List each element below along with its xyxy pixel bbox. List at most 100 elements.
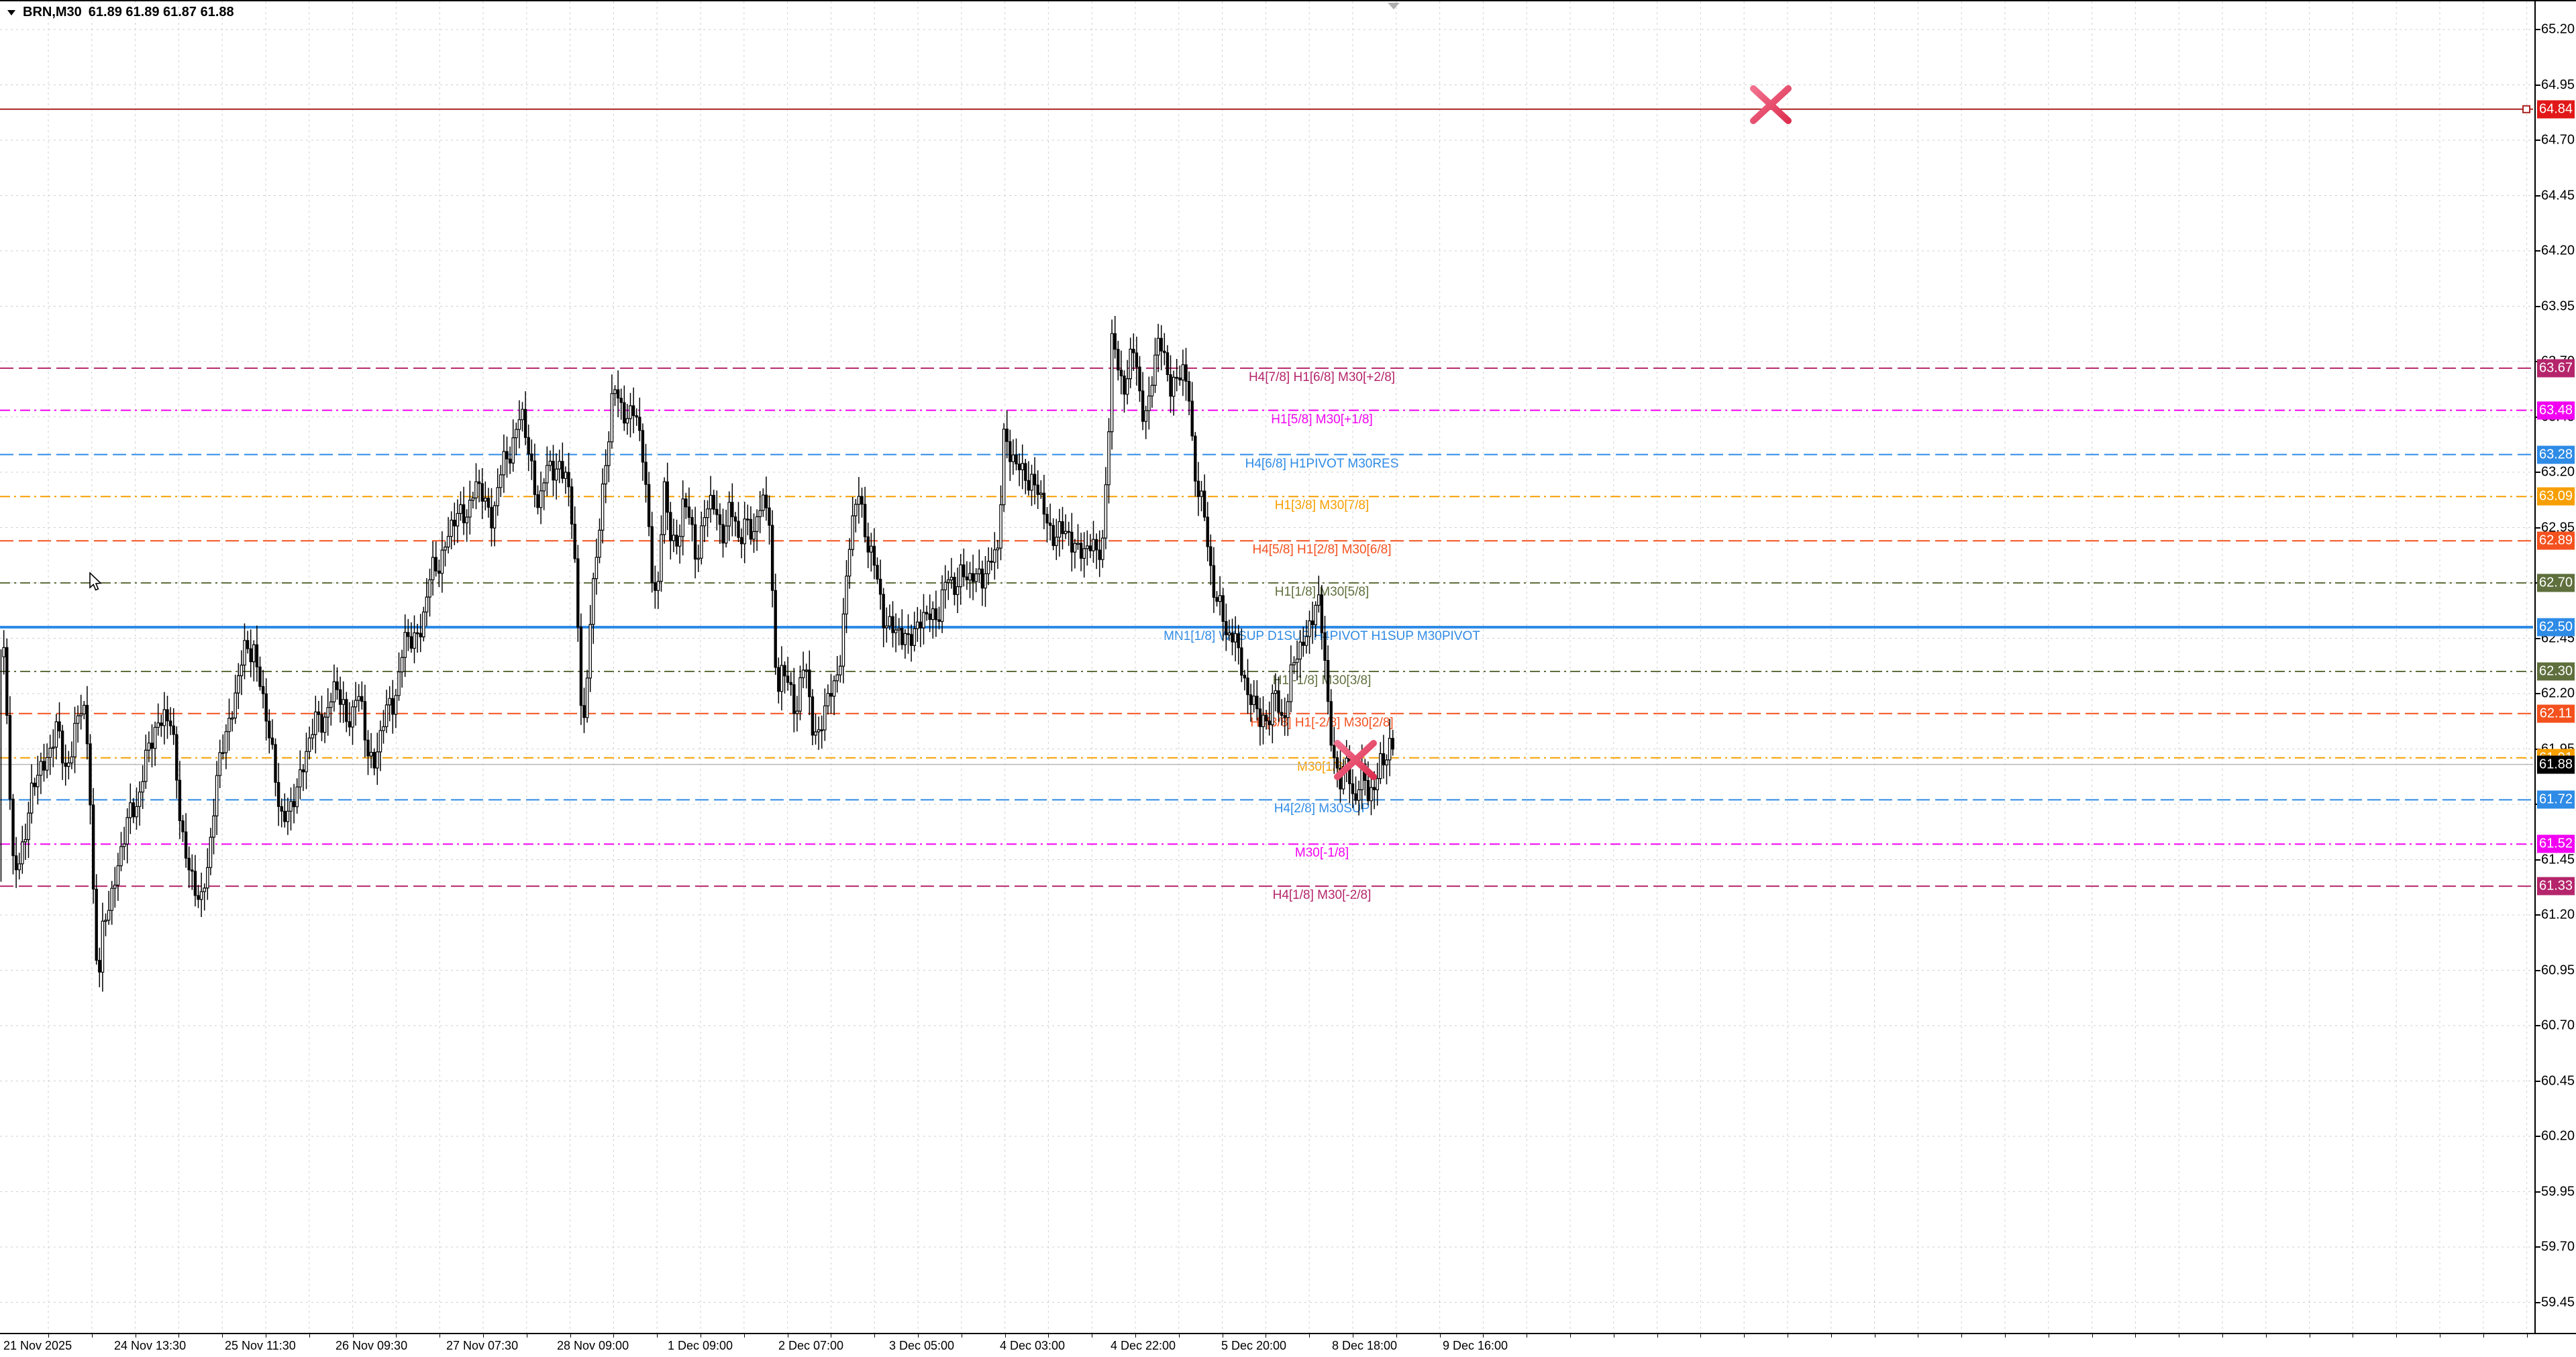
- price-tick-mark: [2536, 250, 2540, 252]
- level-price-box: 61.33: [2537, 877, 2575, 895]
- price-tick-label: 59.70: [2541, 1239, 2575, 1254]
- level-price-box: 63.48: [2537, 401, 2575, 420]
- time-tick-mark: [1004, 1334, 1006, 1338]
- time-tick-mark: [2092, 1334, 2093, 1338]
- level-price-box: 61.52: [2537, 834, 2575, 853]
- price-tick-label: 64.70: [2541, 132, 2575, 148]
- price-tick-label: 59.45: [2541, 1295, 2575, 1309]
- price-tick-mark: [2536, 637, 2540, 639]
- time-axis-label: 1 Dec 09:00: [668, 1339, 733, 1352]
- time-axis-label: 8 Dec 18:00: [1332, 1339, 1398, 1352]
- level-label: H4[1/8] M30[-2/8]: [1272, 888, 1372, 903]
- time-tick-mark: [91, 1334, 93, 1338]
- price-tick-label: 60.45: [2541, 1073, 2575, 1088]
- price-tick-label: 63.20: [2541, 464, 2575, 480]
- line-anchor-handle[interactable]: [2522, 105, 2530, 113]
- time-tick-mark: [1657, 1334, 1658, 1338]
- time-tick-mark: [352, 1334, 354, 1338]
- price-tick-label: 61.45: [2541, 852, 2575, 867]
- price-tick-mark: [2536, 305, 2540, 307]
- time-tick-mark: [1135, 1334, 1136, 1338]
- time-tick-mark: [1483, 1334, 1484, 1338]
- price-tick-mark: [2536, 472, 2540, 473]
- time-tick-mark: [2005, 1334, 2006, 1338]
- level-label: H4[3/8] H1[-2/8] M30[2/8]: [1250, 715, 1394, 730]
- time-axis[interactable]: 21 Nov 2025 24 Nov 13:30 25 Nov 11:30 26 No…: [0, 1333, 2576, 1357]
- level-price-box: 62.89: [2537, 531, 2575, 550]
- price-tick-mark: [2536, 859, 2540, 861]
- price-tick-mark: [2536, 84, 2540, 86]
- time-tick-mark: [2135, 1334, 2136, 1338]
- time-axis-label: 27 Nov 07:30: [446, 1339, 519, 1352]
- time-tick-mark: [178, 1334, 180, 1338]
- level-label: H4[2/8] M30SUP: [1274, 802, 1370, 816]
- chart-shift-marker-icon[interactable]: [1387, 2, 1400, 10]
- level-label: H4[7/8] H1[6/8] M30[+2/8]: [1248, 370, 1396, 384]
- price-tick-mark: [2536, 1301, 2540, 1303]
- time-tick-mark: [1961, 1334, 1963, 1338]
- price-tick-mark: [2536, 29, 2540, 30]
- time-axis-label: 3 Dec 05:00: [889, 1339, 955, 1352]
- price-tick-mark: [2536, 914, 2540, 916]
- symbol-dropdown-icon[interactable]: [7, 9, 16, 16]
- grid-lines: [0, 1, 2533, 1333]
- time-tick-mark: [1700, 1334, 1702, 1338]
- chart-area[interactable]: H4[7/8] H1[6/8] M30[+2/8] H1[5/8] M30[+1/…: [0, 1, 2533, 1333]
- time-axis-label: 24 Nov 13:30: [114, 1339, 187, 1352]
- price-tick-label: 64.45: [2541, 188, 2575, 203]
- price-tick-mark: [2536, 693, 2540, 694]
- price-tick-mark: [2536, 195, 2540, 197]
- time-axis-label: 5 Dec 20:00: [1221, 1339, 1287, 1352]
- price-tick-label: 63.95: [2541, 298, 2575, 313]
- price-tick-mark: [2536, 527, 2540, 529]
- mouse-cursor-icon: [89, 572, 102, 591]
- candle-wicks: [0, 316, 1394, 992]
- x-mark-object[interactable]: [1334, 740, 1377, 780]
- price-tick-mark: [2536, 969, 2540, 971]
- time-tick-mark: [613, 1334, 615, 1338]
- candles-bullish: [2, 333, 1392, 973]
- time-tick-mark: [396, 1334, 397, 1338]
- price-tick-label: 64.20: [2541, 243, 2575, 258]
- price-tick-mark: [2536, 140, 2540, 141]
- time-axis-label: 9 Dec 16:00: [1443, 1339, 1508, 1352]
- time-axis-label: 21 Nov 2025: [3, 1339, 72, 1352]
- time-tick-mark: [1744, 1334, 1745, 1338]
- level-price-box: 63.28: [2537, 445, 2575, 464]
- price-tick-mark: [2536, 1080, 2540, 1082]
- time-axis-label: 4 Dec 22:00: [1111, 1339, 1176, 1352]
- time-tick-mark: [2526, 1334, 2528, 1338]
- time-tick-mark: [1439, 1334, 1441, 1338]
- level-label: H1[3/8] M30[7/8]: [1274, 498, 1370, 513]
- time-tick-mark: [2265, 1334, 2267, 1338]
- current-price-box: 61.88: [2537, 755, 2575, 774]
- time-axis-label: 25 Nov 11:30: [225, 1339, 296, 1352]
- time-tick-mark: [2222, 1334, 2223, 1338]
- time-tick-mark: [2483, 1334, 2484, 1338]
- level-label: M30[-1/8]: [1294, 846, 1349, 861]
- time-tick-mark: [1309, 1334, 1310, 1338]
- level-price-box: 62.50: [2537, 618, 2575, 637]
- price-tick-label: 60.95: [2541, 963, 2575, 977]
- price-tick-label: 64.95: [2541, 77, 2575, 92]
- price-tick-label: 62.20: [2541, 686, 2575, 701]
- level-price-box: 63.67: [2537, 359, 2575, 378]
- level-price-box: 63.09: [2537, 487, 2575, 506]
- level-price-box: 62.30: [2537, 662, 2575, 681]
- time-axis-label: 2 Dec 07:00: [778, 1339, 844, 1352]
- time-tick-mark: [918, 1334, 919, 1338]
- price-tick-label: 60.70: [2541, 1018, 2575, 1033]
- price-tick-label: 62.95: [2541, 520, 2575, 535]
- price-tick-label: 65.20: [2541, 21, 2575, 37]
- level-price-box: 62.11: [2537, 704, 2575, 723]
- level-label: H4[6/8] H1PIVOT M30RES: [1245, 456, 1399, 471]
- time-tick-mark: [309, 1334, 310, 1338]
- time-tick-mark: [743, 1334, 745, 1338]
- symbol-ohlc-header: BRN,M30 61.89 61.89 61.87 61.88: [7, 5, 234, 20]
- level-label: H4[5/8] H1[2/8] M30[6/8]: [1252, 543, 1392, 557]
- price-chart-canvas[interactable]: [0, 1, 2533, 1333]
- price-axis[interactable]: 65.2064.9564.7064.4564.2063.9563.7063.45…: [2534, 1, 2576, 1333]
- x-mark-object[interactable]: [1750, 85, 1792, 124]
- time-tick-mark: [1831, 1334, 1832, 1338]
